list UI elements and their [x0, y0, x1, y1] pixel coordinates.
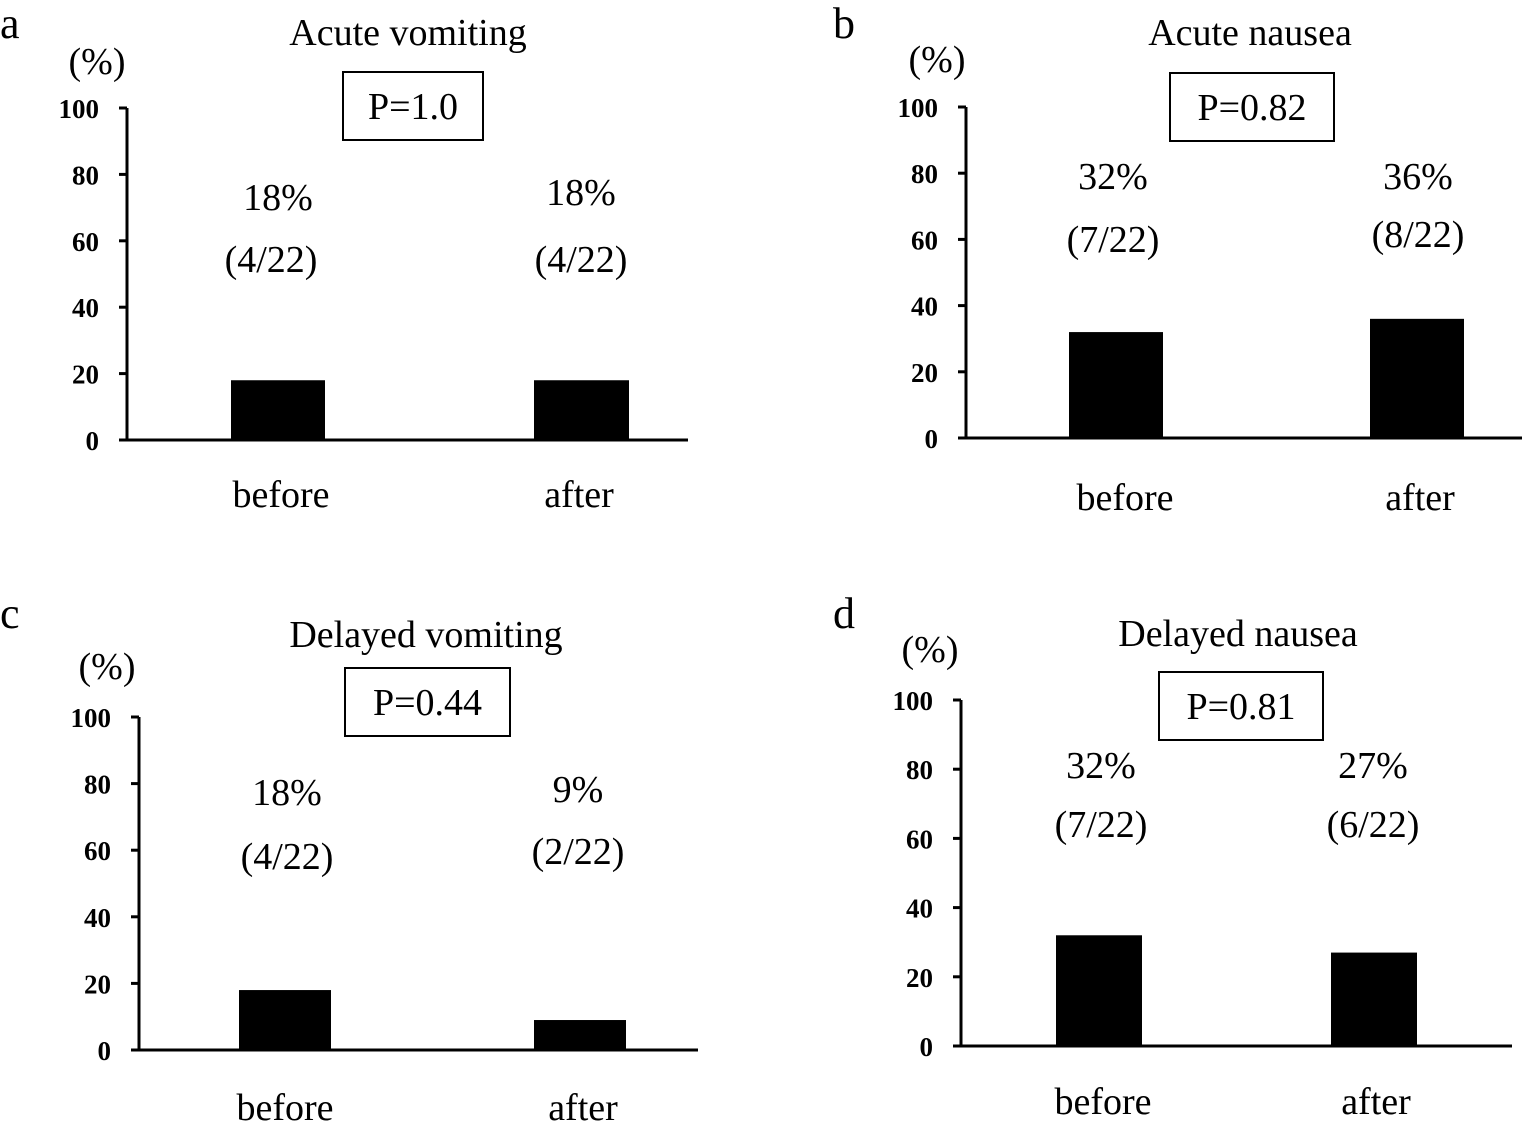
y-tick-label: 40	[84, 903, 111, 933]
count-label: (7/22)	[1055, 804, 1148, 846]
y-tick-label: 60	[911, 225, 938, 255]
panel-letter: c	[0, 589, 20, 638]
x-category-label: before	[236, 1087, 333, 1122]
y-tick-label: 80	[911, 159, 938, 189]
p-value-label: P=0.82	[1197, 87, 1306, 129]
value-label: 36%	[1383, 156, 1453, 198]
value-label: 18%	[252, 772, 322, 814]
x-category-label: before	[1054, 1081, 1151, 1122]
p-value-label: P=0.81	[1186, 686, 1295, 728]
panel-a: a Acute vomiting (%) P=1.0 0 20 40 60 80 100 18% (4…	[0, 0, 688, 516]
y-tick-label: 100	[893, 686, 934, 716]
y-tick-label: 60	[72, 227, 99, 257]
panel-letter: a	[0, 0, 20, 48]
y-tick-label: 40	[911, 292, 938, 322]
value-label: 9%	[553, 769, 604, 811]
p-value-label: P=0.44	[373, 682, 482, 724]
x-category-label: after	[1341, 1081, 1411, 1122]
count-label: (7/22)	[1067, 219, 1160, 261]
bar-after	[1370, 318, 1464, 438]
count-label: (6/22)	[1327, 804, 1420, 846]
bar-before	[231, 380, 325, 440]
y-tick-label: 20	[911, 358, 938, 388]
y-tick-label: 0	[925, 424, 939, 454]
y-axis-label: (%)	[909, 39, 966, 81]
panel-d: d Delayed nausea (%) P=0.81 0 20 40 60 80 100 32% (…	[833, 589, 1512, 1122]
y-tick-label: 60	[906, 824, 933, 854]
bar-before	[1056, 935, 1142, 1046]
p-value-label: P=1.0	[368, 86, 458, 128]
chart-title: Acute vomiting	[289, 12, 526, 54]
count-label: (8/22)	[1372, 214, 1465, 256]
count-label: (4/22)	[241, 836, 334, 878]
count-label: (2/22)	[532, 831, 625, 873]
x-category-label: after	[544, 474, 614, 516]
y-tick-label: 100	[71, 703, 112, 733]
bar-after	[534, 1020, 626, 1050]
p-value-box	[342, 71, 484, 141]
x-category-label: after	[1385, 477, 1455, 519]
value-label: 18%	[243, 177, 313, 219]
panel-letter: b	[833, 0, 855, 48]
y-tick-label: 20	[906, 963, 933, 993]
y-tick-label: 0	[86, 426, 100, 456]
value-label: 32%	[1078, 156, 1148, 198]
value-label: 32%	[1066, 745, 1136, 787]
y-tick-label: 60	[84, 836, 111, 866]
x-category-label: before	[232, 474, 329, 516]
count-label: (4/22)	[535, 239, 628, 281]
panel-c: c Delayed vomiting (%) P=0.44 0 20 40 60 80 100 18…	[0, 589, 698, 1122]
chart-title: Delayed vomiting	[289, 614, 562, 656]
value-label: 18%	[546, 172, 616, 214]
panel-letter: d	[833, 589, 855, 638]
y-tick-label: 20	[84, 969, 111, 999]
y-tick-label: 100	[898, 93, 939, 123]
y-tick-label: 80	[72, 160, 99, 190]
y-tick-label: 0	[98, 1036, 112, 1066]
y-tick-label: 20	[72, 360, 99, 390]
y-tick-label: 100	[59, 94, 100, 124]
value-label: 27%	[1338, 745, 1408, 787]
bar-after	[1331, 952, 1417, 1046]
p-value-box	[1169, 72, 1335, 142]
bar-after	[534, 380, 629, 440]
y-axis-label: (%)	[79, 646, 136, 688]
count-label: (4/22)	[225, 239, 318, 281]
y-axis-label: (%)	[902, 629, 959, 671]
y-tick-label: 40	[72, 293, 99, 323]
bar-before	[239, 990, 331, 1050]
x-category-label: after	[548, 1087, 618, 1122]
x-category-label: before	[1076, 477, 1173, 519]
p-value-box	[1158, 671, 1324, 741]
y-tick-label: 80	[84, 770, 111, 800]
y-axis-label: (%)	[69, 41, 126, 83]
p-value-box	[344, 667, 511, 737]
y-tick-label: 80	[906, 755, 933, 785]
chart-title: Acute nausea	[1148, 12, 1352, 54]
panel-b: b Acute nausea (%) P=0.82 0 20 40 60 80 100 32% (7/…	[833, 0, 1522, 519]
bar-before	[1069, 332, 1163, 438]
y-tick-label: 40	[906, 894, 933, 924]
y-tick-label: 0	[920, 1032, 934, 1062]
chart-title: Delayed nausea	[1118, 613, 1358, 655]
